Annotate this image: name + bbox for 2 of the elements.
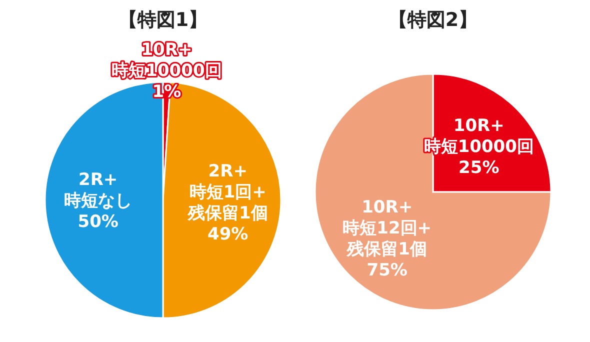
chart-title: 【特図1】 xyxy=(118,9,208,31)
chart-title: 【特図2】 xyxy=(388,9,478,31)
